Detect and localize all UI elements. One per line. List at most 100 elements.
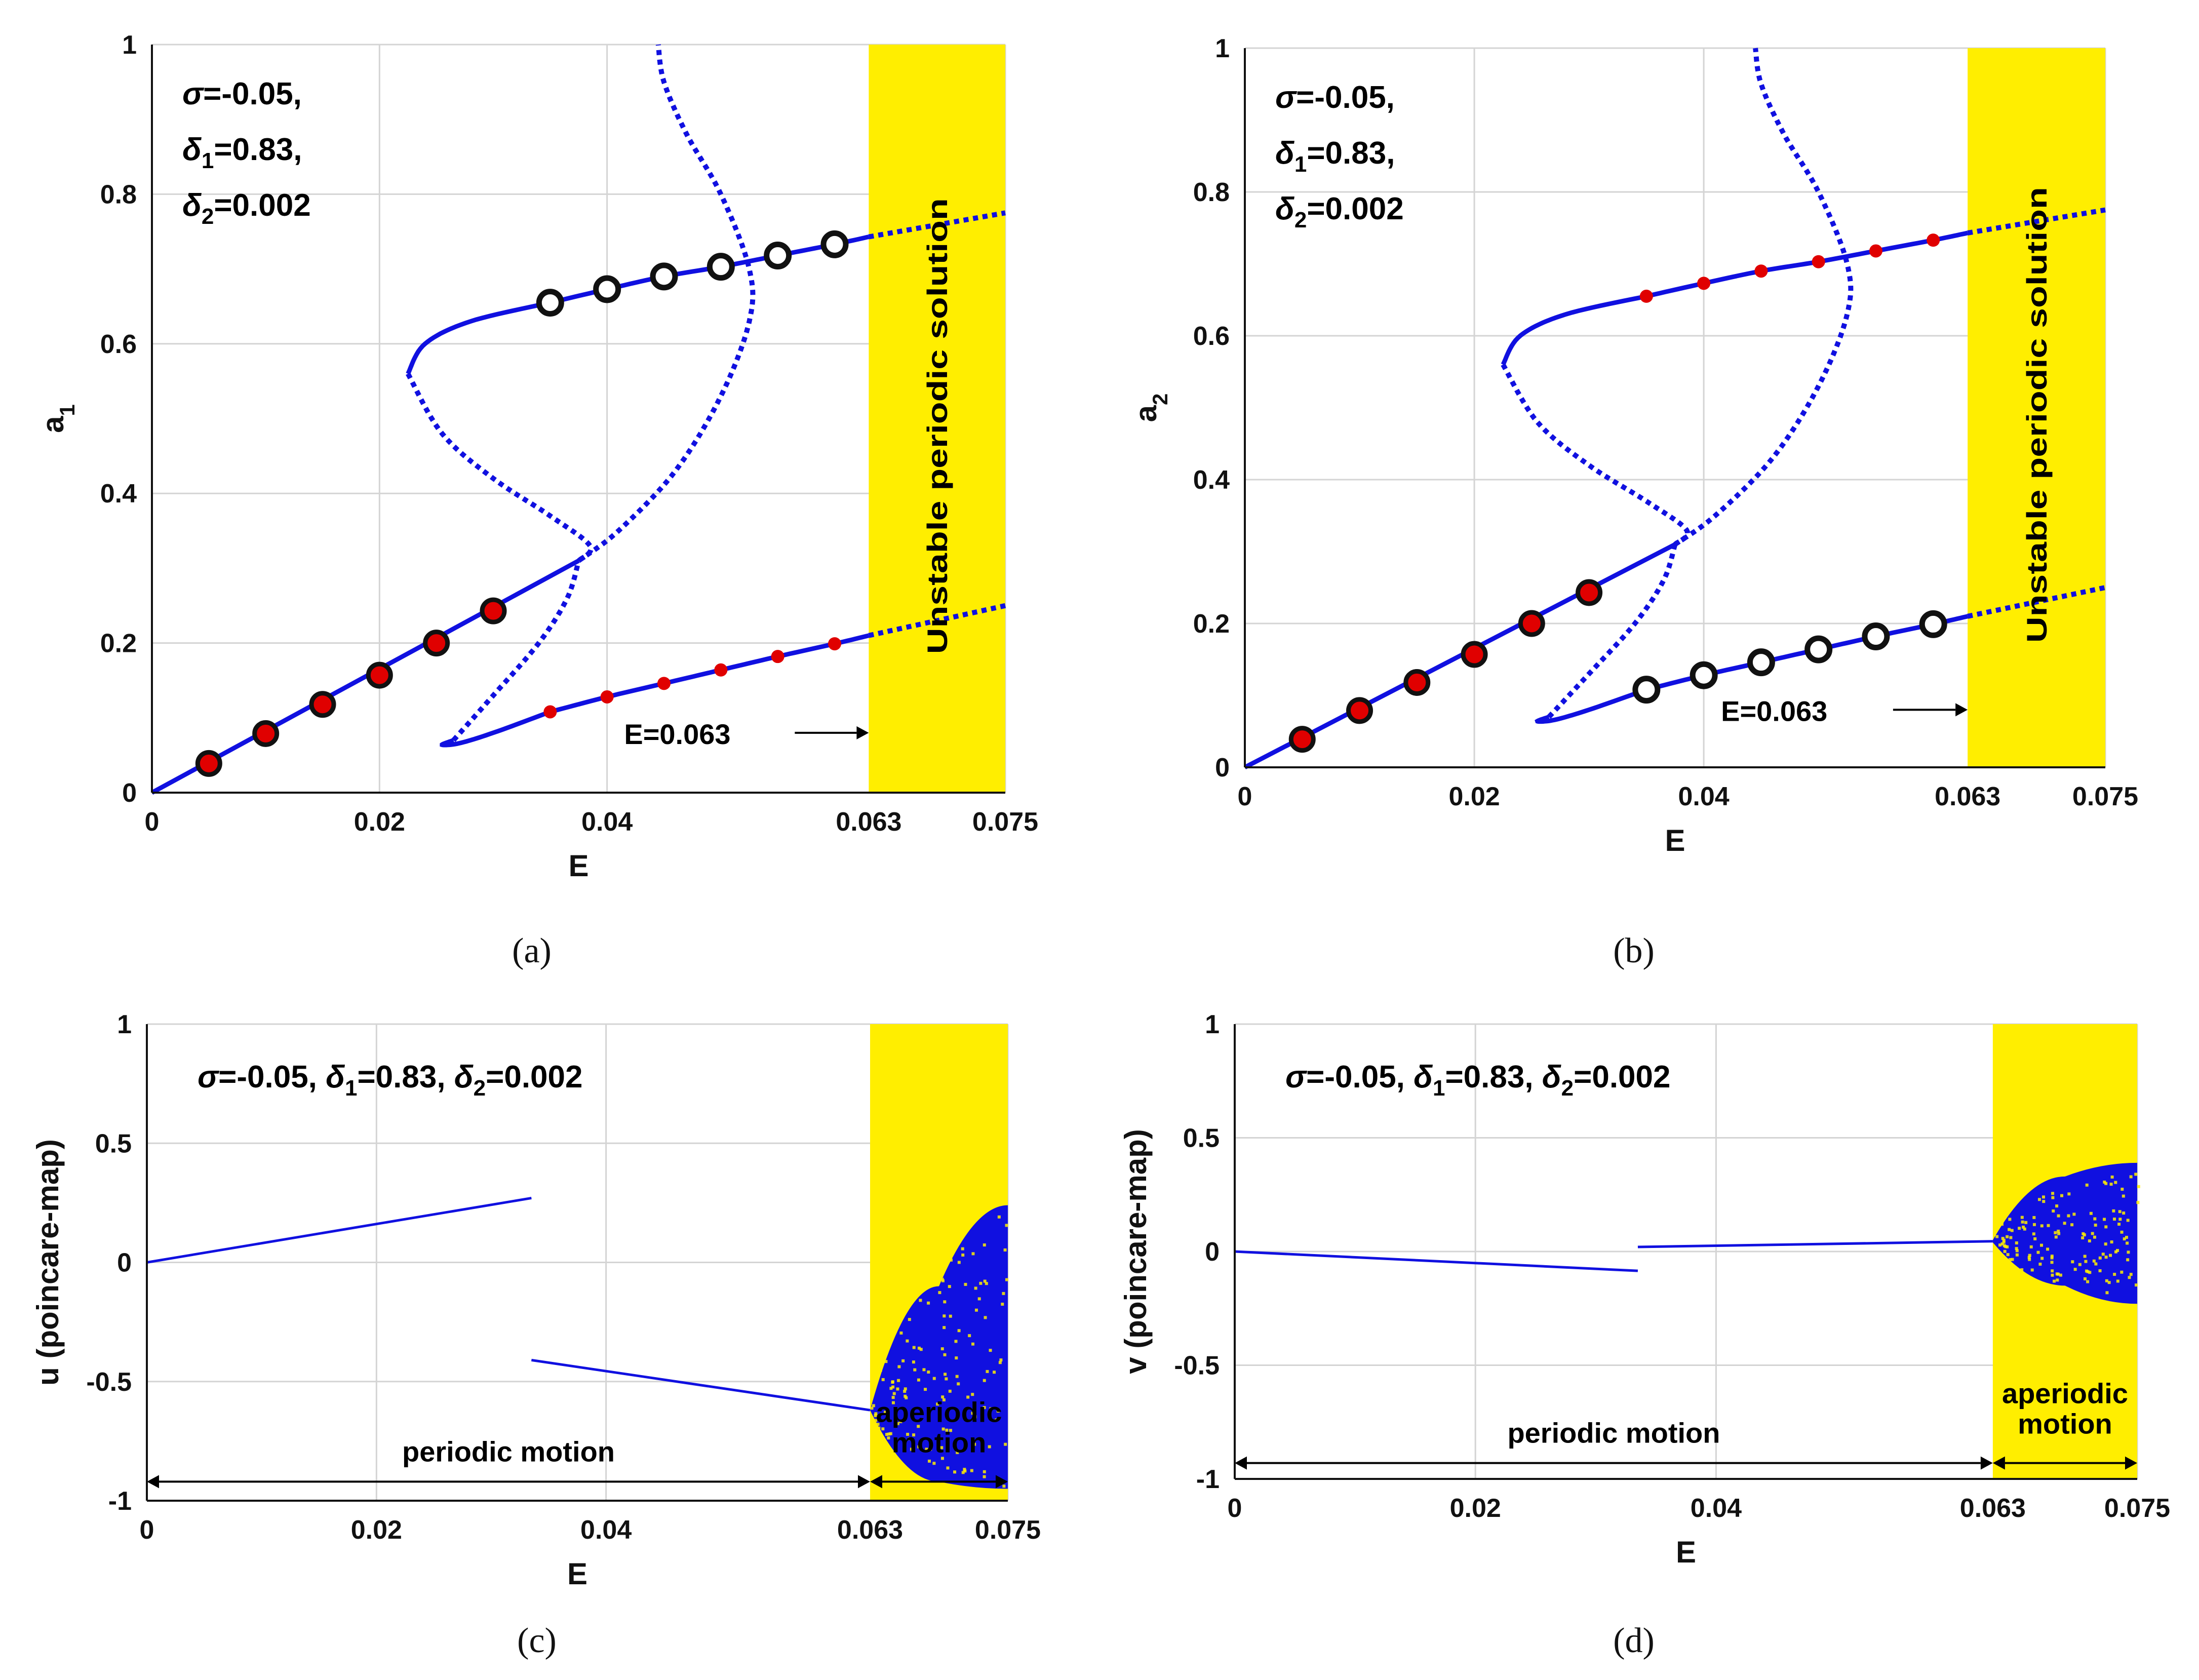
x-tick-label: 0.063	[837, 1515, 903, 1545]
branch-unstable-lower-loop	[1547, 543, 1678, 719]
parameter-label: σ=-0.05, δ1=0.83, δ2=0.002	[1285, 1060, 1670, 1101]
branch-upper-stable	[1645, 230, 1969, 299]
band-speckle	[940, 1277, 944, 1281]
band-speckle	[953, 1470, 957, 1474]
band-speckle	[2112, 1209, 2115, 1213]
marker-small-point	[771, 650, 784, 663]
band-speckle	[887, 1432, 891, 1436]
band-speckle	[1998, 1243, 2002, 1247]
band-speckle	[878, 1364, 881, 1368]
band-speckle	[2060, 1194, 2064, 1197]
band-speckle	[940, 1457, 944, 1460]
band-speckle	[945, 1428, 949, 1432]
y-axis-label: u (poincare-map)	[31, 1139, 65, 1386]
band-speckle	[2129, 1273, 2133, 1276]
band-speckle	[927, 1371, 930, 1374]
band-speckle	[968, 1334, 971, 1338]
band-speckle	[2055, 1204, 2059, 1208]
band-speckle	[2088, 1271, 2092, 1274]
band-speckle	[875, 1377, 878, 1380]
band-speckle	[2084, 1260, 2088, 1263]
band-speckle	[870, 1406, 874, 1410]
panel-a: σ=-0.05, δ1=0.83, δ2=0.002 E=0.063 Unstable …	[36, 30, 1038, 970]
shaded-region	[869, 45, 1005, 793]
marker-open-point	[1632, 676, 1661, 704]
band-speckle	[2041, 1195, 2045, 1199]
poincare-branch	[1234, 1250, 1638, 1272]
marker-open-point	[650, 262, 678, 291]
aperiodic-label-line1: aperiodic	[2002, 1378, 2128, 1410]
band-speckle	[2028, 1258, 2031, 1261]
band-speckle	[957, 1382, 960, 1386]
band-speckle	[2024, 1221, 2028, 1224]
parameter-line: σ=-0.05,	[1275, 80, 1395, 115]
band-speckle	[884, 1360, 888, 1363]
aperiodic-label-line2: motion	[892, 1426, 987, 1458]
band-speckle	[938, 1291, 941, 1295]
branch-unstable-outer	[577, 44, 756, 563]
marker-stable-point	[480, 597, 507, 624]
band-speckle	[2022, 1225, 2025, 1229]
band-speckle	[932, 1462, 936, 1465]
band-speckle	[2057, 1272, 2060, 1276]
band-speckle	[2051, 1269, 2054, 1273]
band-speckle	[966, 1395, 970, 1399]
band-speckle	[2036, 1251, 2040, 1254]
band-speckle	[903, 1389, 907, 1393]
x-tick-label: 0.075	[2072, 782, 2138, 811]
marker-open-point	[1862, 622, 1890, 651]
band-speckle	[2081, 1236, 2085, 1239]
band-speckle	[2085, 1183, 2089, 1187]
band-speckle	[2032, 1232, 2035, 1236]
annotation-arrow-head	[856, 726, 869, 739]
band-speckle	[929, 1448, 932, 1451]
band-speckle	[2020, 1216, 2024, 1219]
x-tick-label: 0.075	[972, 807, 1038, 837]
band-speckle	[2104, 1242, 2107, 1246]
band-speckle	[944, 1373, 947, 1376]
band-speckle	[899, 1331, 903, 1335]
parameter-line: δ2=0.002	[182, 188, 311, 229]
y-tick-label: 0.6	[100, 330, 137, 359]
band-speckle	[2053, 1279, 2056, 1283]
band-speckle	[897, 1321, 900, 1325]
band-speckle	[2127, 1251, 2130, 1254]
band-speckle	[885, 1433, 888, 1436]
parameter-line: δ2=0.002	[1275, 191, 1404, 232]
band-speckle	[949, 1429, 953, 1432]
y-tick-label: -0.5	[1174, 1351, 1220, 1381]
band-speckle	[988, 1445, 991, 1449]
band-speckle	[924, 1388, 927, 1391]
marker-open-point	[1804, 635, 1833, 663]
band-speckle	[2073, 1268, 2077, 1271]
band-speckle	[884, 1411, 887, 1414]
band-speckle	[917, 1346, 921, 1350]
x-tick-label: 0	[1238, 782, 1252, 811]
x-tick-label: 0.075	[2104, 1494, 2170, 1523]
band-speckle	[2126, 1241, 2129, 1245]
marker-stable-point	[1576, 579, 1603, 606]
band-speckle	[2129, 1175, 2133, 1179]
band-speckle	[2101, 1253, 2105, 1256]
band-speckle	[2114, 1181, 2117, 1184]
band-speckle	[2089, 1212, 2093, 1215]
marker-stable-point	[252, 720, 280, 747]
band-speckle	[2134, 1173, 2138, 1176]
band-speckle	[983, 1379, 986, 1382]
marker-open-point	[1690, 661, 1718, 689]
unstable-region-label: Unstable periodic solution	[2021, 187, 2053, 643]
marker-small-point	[543, 705, 557, 719]
band-speckle	[879, 1369, 882, 1372]
band-speckle	[2003, 1249, 2007, 1253]
aperiodic-arrow-head-right	[2125, 1456, 2137, 1470]
band-speckle	[906, 1339, 909, 1343]
band-speckle	[881, 1378, 885, 1381]
band-speckle	[974, 1286, 977, 1290]
band-speckle	[901, 1359, 905, 1362]
band-speckle	[2110, 1240, 2113, 1244]
y-tick-label: -0.5	[86, 1368, 132, 1397]
band-speckle	[2054, 1231, 2057, 1234]
marker-small-point	[714, 663, 728, 677]
band-speckle	[973, 1442, 976, 1446]
band-speckle	[925, 1448, 928, 1451]
